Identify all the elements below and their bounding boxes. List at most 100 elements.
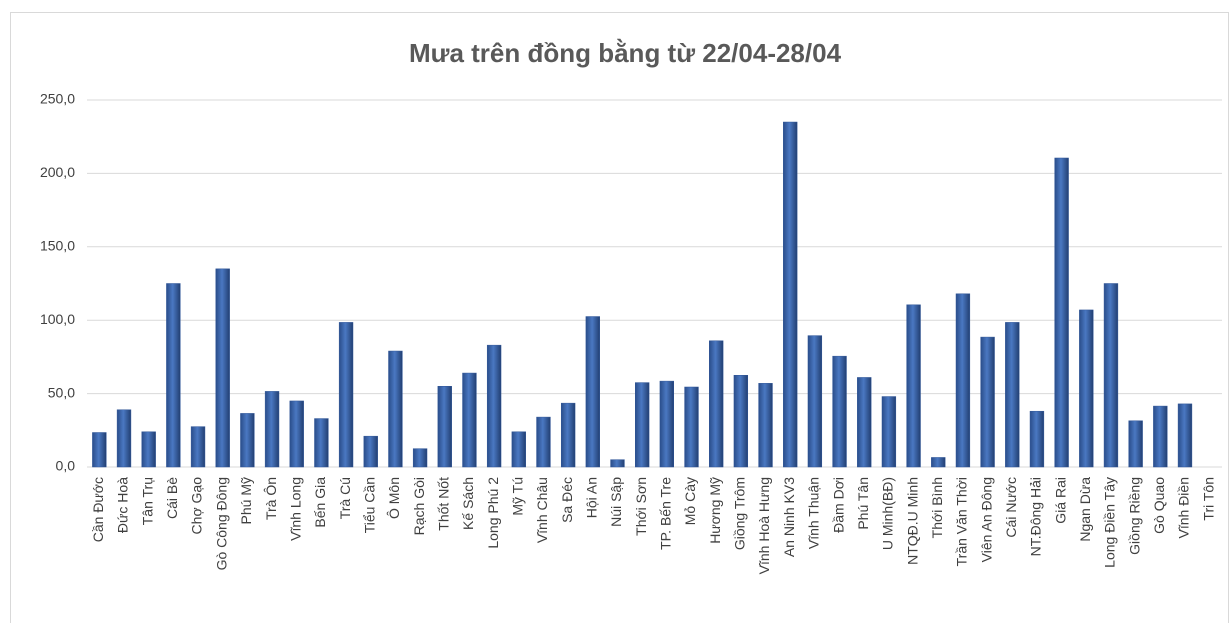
x-tick-label: Bến Gia [312,477,328,528]
x-tick-label: Cái Nước [1003,477,1019,538]
bar [486,344,502,468]
bar [832,355,847,468]
x-tick-label: Phú Tân [855,477,871,530]
x-tick-label: Chợ Gạo [189,477,205,535]
x-tick-label: Kế Sách [460,477,476,530]
x-tick-label: Sa Đéc [559,477,575,523]
bar [437,386,452,468]
x-tick-label: Phú Mỹ [238,477,254,524]
x-tick-label: Tri Tôn [1200,477,1216,521]
bar [338,322,354,468]
bar [388,350,403,468]
x-tick-label: Long Điền Tây [1102,477,1118,568]
bar [116,409,132,468]
bar [807,335,823,468]
x-tick-label: Cần Đước [90,477,106,542]
bar [783,121,798,468]
y-tick-label: 100,0 [40,311,75,327]
y-tick-label: 200,0 [40,164,75,180]
bar [931,457,946,468]
bar [610,459,625,468]
x-tick-label: TP. Bến Tre [658,477,674,550]
bar [1128,420,1143,468]
bar [709,340,724,468]
bar [289,400,304,468]
x-tick-label: Thới Sơn [633,477,649,536]
bar [412,448,428,468]
bar [659,380,674,468]
bar [92,432,107,468]
bar [141,431,156,468]
bar [881,396,897,468]
bar [215,268,230,468]
bar [264,391,280,468]
bar [733,375,749,468]
bar [758,383,773,468]
x-tick-label: NTQĐ.U Minh [904,477,920,565]
x-tick-label: Mỏ Cày [682,477,698,525]
x-tick-label: Hội An [584,477,600,518]
bar [536,416,551,468]
bar [585,316,600,468]
bar [1153,405,1168,468]
x-tick-label: Ô Môn [386,477,402,519]
y-tick-label: 50,0 [48,384,75,400]
bar [363,435,378,468]
x-tick-label: Vĩnh Thuận [806,477,822,549]
x-tick-label: Đức Hoà [115,477,131,533]
x-tick-label: Trần Văn Thời [954,477,970,566]
x-tick-label: NT.Đông Hải [1028,477,1044,556]
x-tick-label: Giá Rai [1052,477,1068,524]
chart-title: Mưa trên đồng bằng từ 22/04-28/04 [409,38,842,68]
x-tick-label: Trà Cú [337,477,353,519]
x-tick-label: Trà Ôn [263,477,279,520]
x-tick-label: Vĩnh Điền [1176,477,1192,538]
x-tick-label: Thốt Nốt [435,477,451,531]
bar [955,293,971,468]
bar [511,431,526,468]
bar [462,372,477,468]
bar [857,377,872,468]
bar [1029,410,1045,468]
x-tick-label: U Minh(BĐ) [880,477,896,550]
x-tick-label: Viên An Đông [978,477,994,562]
chart-frame [10,12,1229,623]
bar [684,386,699,468]
y-tick-label: 250,0 [40,91,75,107]
x-tick-label: Ngan Dừa [1077,477,1093,542]
x-tick-label: Giồng Riềng [1126,477,1142,555]
x-tick-label: Núi Sập [608,477,624,527]
bar [980,336,995,468]
bar [1054,157,1069,468]
bar [166,283,181,468]
x-tick-label: Thới Bình [929,477,945,538]
bar [1005,322,1020,468]
x-tick-label: Mỹ Tú [509,477,525,516]
x-tick-label: Gò Công Đông [213,477,229,570]
x-tick-label: Cái Bè [164,477,180,519]
bar [1103,283,1119,468]
bar [635,382,650,468]
bar [190,426,206,468]
x-tick-label: Tân Trụ [139,477,155,525]
x-tick-label: Đầm Dơi [830,477,846,533]
x-tick-label: Gò Quao [1151,477,1167,534]
bar [314,418,329,468]
x-tick-label: Vĩnh Châu [534,477,550,543]
y-tick-label: 150,0 [40,238,75,254]
bar [906,304,921,468]
y-tick-label: 0,0 [56,458,76,474]
bar [240,413,255,468]
x-tick-label: Vĩnh Hoà Hưng [756,477,772,574]
bar [1079,309,1094,468]
bar [560,402,576,468]
x-tick-label: Vĩnh Long [287,477,303,541]
x-tick-label: Giồng Trôm [732,477,748,550]
x-tick-label: An Ninh KV3 [781,477,797,557]
x-tick-label: Hương Mỹ [707,477,723,544]
x-tick-label: Rạch Gòi [411,477,427,535]
x-tick-label: Tiểu Cần [361,477,377,533]
x-tick-label: Long Phú 2 [485,477,501,549]
bar [1177,403,1193,468]
